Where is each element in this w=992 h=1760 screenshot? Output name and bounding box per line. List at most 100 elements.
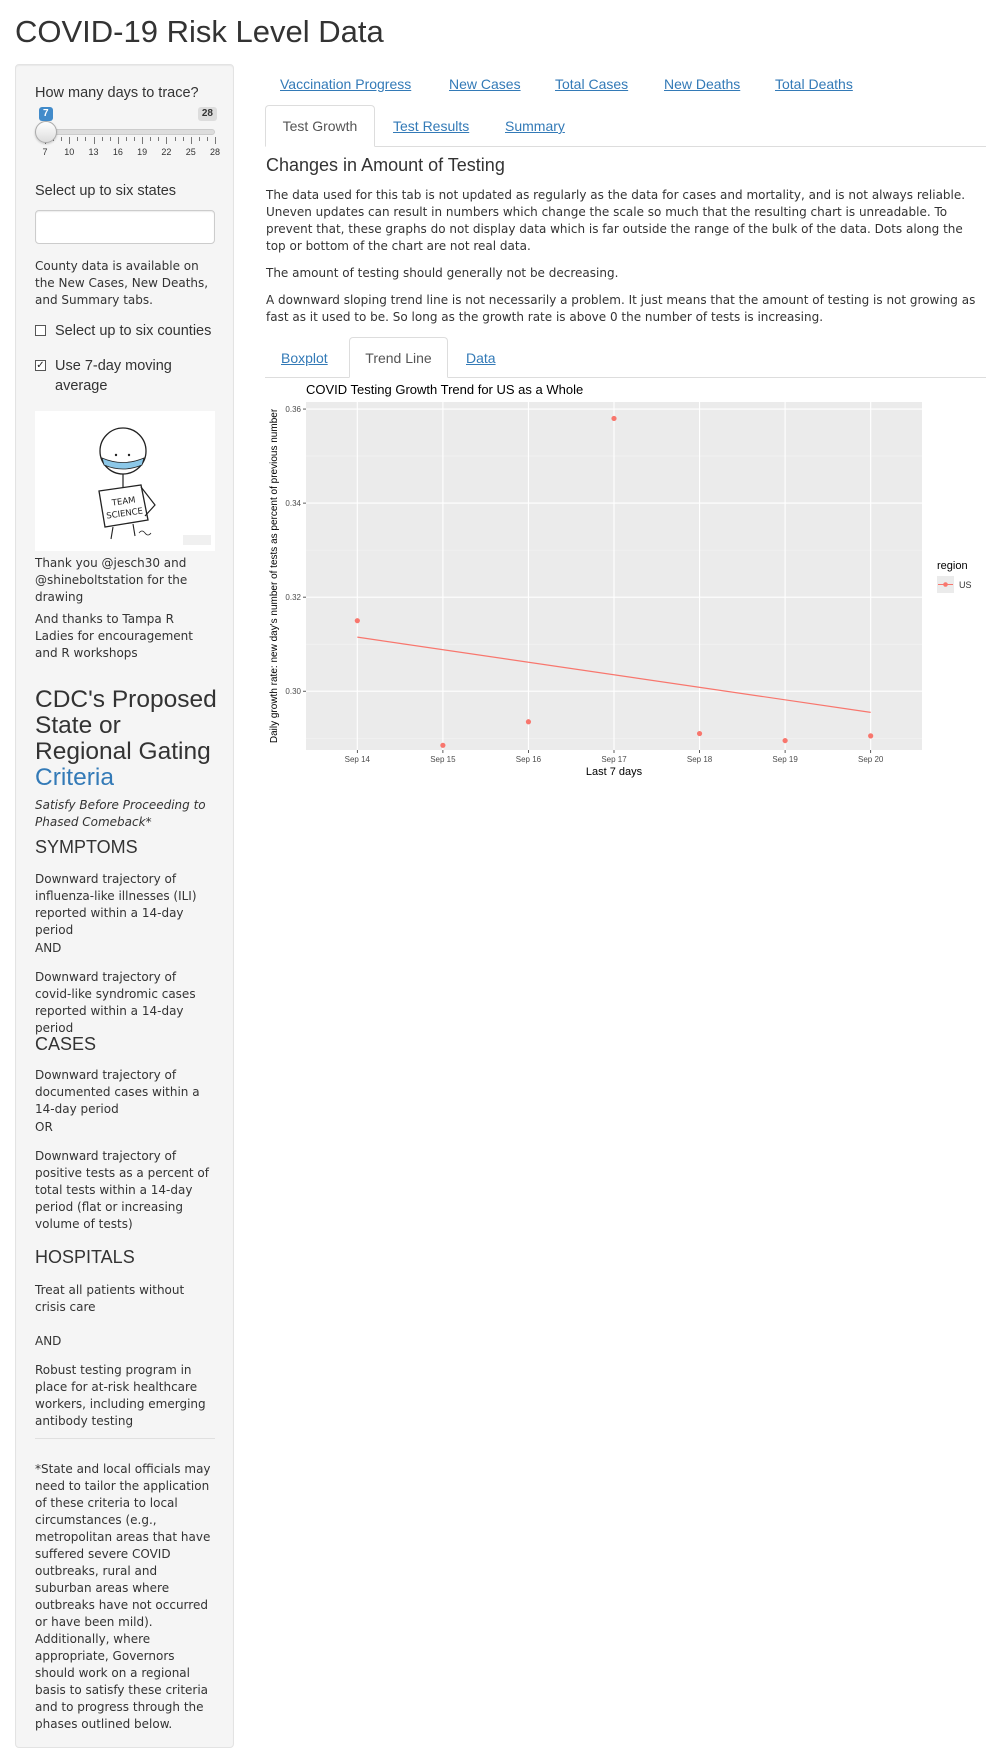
inner-tabs-line xyxy=(265,377,986,378)
data-point xyxy=(868,733,874,739)
days-slider[interactable]: 7 28 7 10 13 16 19 22 25 28 xyxy=(35,107,221,165)
cases-text-2: Downward trajectory of positive tests as… xyxy=(35,1149,209,1231)
slider-tick xyxy=(77,137,79,141)
data-points xyxy=(354,415,874,748)
slider-tick xyxy=(166,137,168,144)
y-tick-label: 0.34 xyxy=(285,499,301,508)
tab-new-cases[interactable]: New Cases xyxy=(449,76,521,92)
hospitals-text-2: Robust testing program in place for at-r… xyxy=(35,1363,206,1428)
tab-trend-line[interactable]: Trend Line xyxy=(349,337,448,378)
slider-tick xyxy=(198,137,200,141)
thanks-drawing: Thank you @jesch30 and @shineboltstation… xyxy=(35,556,188,604)
symptoms-heading: SYMPTOMS xyxy=(35,837,138,857)
cases-text-1: Downward trajectory of documented cases … xyxy=(35,1068,200,1116)
slider-tick xyxy=(125,137,127,141)
and-text-1: AND xyxy=(35,941,62,955)
slider-tick-label: 28 xyxy=(209,147,221,157)
counties-checkbox-label: Select up to six counties xyxy=(55,323,212,339)
slider-handle[interactable] xyxy=(35,121,57,143)
tab-test-results[interactable]: Test Results xyxy=(393,118,470,134)
testing-note-1: The data used for this tab is not update… xyxy=(266,188,966,253)
slider-tick xyxy=(190,137,192,144)
days-label: How many days to trace? xyxy=(35,85,199,101)
slider-tick xyxy=(69,137,71,144)
counties-checkbox[interactable] xyxy=(35,325,46,336)
legend-key-point xyxy=(943,582,948,587)
moving-avg-checkbox-row[interactable]: ✓ Use 7-day moving average xyxy=(35,356,215,396)
tab-new-deaths[interactable]: New Deaths xyxy=(664,76,741,92)
slider-tick xyxy=(85,137,87,141)
x-tick-label: Sep 20 xyxy=(858,755,884,764)
satisfy-subtitle: Satisfy Before Proceeding to Phased Come… xyxy=(35,798,206,829)
tab-test-growth[interactable]: Test Growth xyxy=(265,105,375,147)
testing-growth-chart: COVID Testing Growth Trend for US as a W… xyxy=(269,382,972,778)
data-point xyxy=(696,730,703,737)
x-tick-label: Sep 14 xyxy=(345,755,371,764)
criteria-link[interactable]: Criteria xyxy=(35,764,114,791)
tab-summary[interactable]: Summary xyxy=(505,118,565,134)
states-select-input[interactable] xyxy=(35,210,215,244)
slider-to-badge: 28 xyxy=(197,107,217,121)
slider-from-badge: 7 xyxy=(39,107,53,121)
moving-avg-checkbox-label: Use 7-day moving average xyxy=(55,358,172,394)
data-point xyxy=(440,742,446,748)
tab-vaccination-progress[interactable]: Vaccination Progress xyxy=(280,76,412,92)
slider-tick-label: 25 xyxy=(185,147,196,157)
grid-major xyxy=(306,402,922,750)
x-axis-label: Last 7 days xyxy=(586,766,643,778)
slider-tick xyxy=(142,137,144,144)
slider-tick xyxy=(150,137,152,141)
slider-tick-label: 16 xyxy=(112,147,123,157)
x-tick-label: Sep 17 xyxy=(601,755,627,764)
tab-total-deaths[interactable]: Total Deaths xyxy=(775,76,853,92)
y-tick-label: 0.36 xyxy=(285,405,301,414)
slider-track[interactable] xyxy=(45,129,215,135)
moving-avg-checkbox[interactable]: ✓ xyxy=(35,360,46,371)
slider-tick-label: 10 xyxy=(64,147,75,157)
drawing-sign-line-1: TEAM xyxy=(110,495,136,508)
hospitals-heading: HOSPITALS xyxy=(35,1247,135,1267)
slider-tick-label: 13 xyxy=(88,147,99,157)
counties-checkbox-row[interactable]: Select up to six counties xyxy=(35,321,211,341)
slider-tick xyxy=(134,137,136,141)
slider-tick-label: 7 xyxy=(42,147,48,157)
slider-tick xyxy=(117,137,119,144)
slider-tick-labels: 7 10 13 16 19 22 25 28 xyxy=(35,147,221,159)
x-axis-ticks: Sep 14 Sep 15 Sep 16 Sep 17 Sep 18 Sep 19 Sep … xyxy=(345,750,884,764)
trend-line xyxy=(357,636,871,713)
legend-title: region xyxy=(937,560,968,572)
slider-tick xyxy=(158,137,160,141)
data-point xyxy=(611,415,617,422)
y-axis-ticks: 0.30 0.32 0.34 0.36 xyxy=(285,405,306,696)
y-tick-label: 0.32 xyxy=(285,593,301,602)
sidebar: How many days to trace? 7 28 7 10 13 16 19 22… xyxy=(15,64,234,1748)
cases-heading: CASES xyxy=(35,1034,97,1054)
x-tick-label: Sep 18 xyxy=(687,755,713,764)
tab-boxplot[interactable]: Boxplot xyxy=(281,350,328,366)
slider-tick xyxy=(215,137,216,144)
testing-note-2: The amount of testing should generally n… xyxy=(266,266,619,280)
symptoms-text-2: Downward trajectory of covid-like syndro… xyxy=(35,970,196,1035)
slider-tick xyxy=(206,137,208,141)
second-tabs-line xyxy=(265,146,986,147)
x-tick-label: Sep 16 xyxy=(516,755,542,764)
tab-data[interactable]: Data xyxy=(466,350,496,366)
team-science-drawing: TEAM SCIENCE xyxy=(35,411,215,551)
and-text-2: AND xyxy=(35,1334,62,1348)
or-text: OR xyxy=(35,1120,53,1134)
slider-tick-label: 19 xyxy=(137,147,148,157)
data-point xyxy=(782,737,788,744)
x-tick-label: Sep 15 xyxy=(430,755,456,764)
x-tick-label: Sep 19 xyxy=(772,755,798,764)
slider-tick xyxy=(101,137,103,141)
y-axis-label: Daily growth rate: new day's number of t… xyxy=(269,408,280,743)
states-label: Select up to six states xyxy=(35,183,177,199)
county-note: County data is available on the New Case… xyxy=(35,259,209,307)
y-tick-label: 0.30 xyxy=(285,687,301,696)
slider-tick xyxy=(109,137,111,141)
slider-tick xyxy=(182,137,184,141)
slider-tick-label: 22 xyxy=(161,147,172,157)
data-point xyxy=(525,719,532,725)
footnote: *State and local officials may need to t… xyxy=(35,1462,211,1731)
tab-total-cases[interactable]: Total Cases xyxy=(555,76,629,92)
